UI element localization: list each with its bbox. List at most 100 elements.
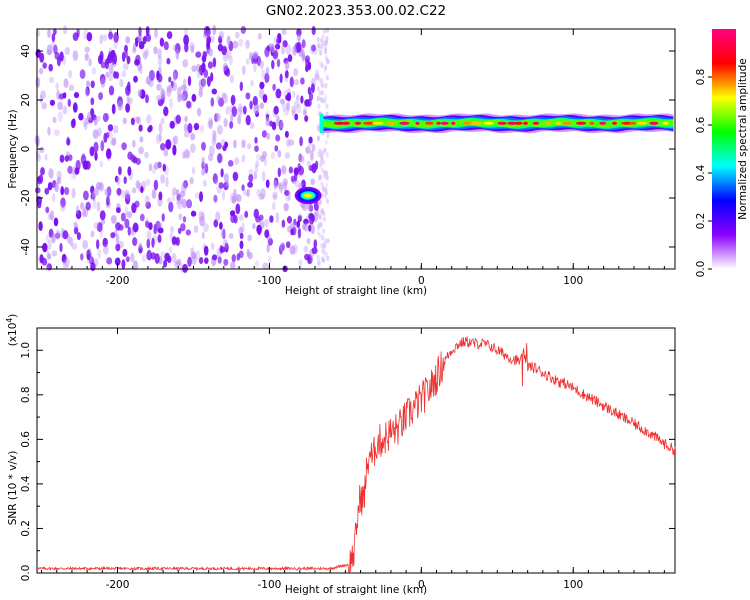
noise-cell — [258, 214, 264, 221]
noise-cell — [137, 34, 143, 44]
noise-cell — [296, 28, 302, 37]
noise-cell — [44, 187, 50, 195]
noise-cell — [73, 221, 78, 229]
noise-cell — [259, 81, 265, 90]
noise-cell — [320, 247, 324, 254]
noise-cell — [285, 241, 291, 249]
signal-band-onset — [319, 113, 324, 134]
noise-cell — [237, 102, 243, 114]
noise-cell — [221, 190, 226, 201]
noise-cell — [292, 90, 296, 99]
noise-cell — [102, 112, 109, 123]
signal-band-peak — [497, 121, 507, 125]
noise-cell — [252, 51, 259, 59]
noise-cell — [59, 154, 65, 163]
noise-cell — [253, 61, 257, 73]
noise-cell — [108, 71, 114, 82]
signal-band-peak — [470, 121, 483, 125]
noise-cell — [144, 151, 149, 159]
noise-cell — [214, 178, 219, 185]
noise-cell — [230, 261, 236, 270]
noise-cell — [108, 64, 114, 74]
noise-cell — [131, 187, 137, 194]
noise-cell — [39, 254, 44, 264]
noise-cell — [317, 103, 321, 110]
noise-cell — [201, 141, 206, 151]
noise-cell — [241, 222, 245, 233]
noise-cell — [279, 242, 285, 251]
noise-cell — [242, 189, 249, 196]
noise-cell — [87, 112, 92, 121]
noise-cell — [206, 29, 210, 39]
noise-cell — [245, 58, 250, 65]
noise-cell — [254, 136, 258, 144]
noise-cell — [102, 34, 108, 42]
noise-cell — [229, 55, 233, 66]
noise-cell — [306, 238, 311, 245]
noise-cell — [121, 259, 126, 270]
noise-cell — [98, 54, 103, 65]
noise-cell — [145, 114, 152, 124]
noise-cell — [325, 102, 329, 109]
noise-cell — [241, 154, 246, 163]
noise-cell — [199, 191, 203, 203]
noise-cell — [187, 75, 192, 87]
noise-cell — [64, 187, 70, 195]
noise-cell — [257, 227, 262, 236]
noise-cell — [59, 51, 64, 62]
noise-cell — [130, 117, 135, 126]
noise-cell — [310, 83, 315, 93]
noise-cell — [325, 198, 329, 204]
noise-cell — [229, 120, 234, 129]
noise-cell — [58, 93, 65, 100]
noise-cell — [215, 112, 221, 122]
noise-cell — [322, 216, 326, 222]
noise-cell — [117, 100, 123, 111]
noise-cell — [102, 244, 109, 255]
snr-y-tick-label: 0.2 — [20, 520, 32, 537]
noise-cell — [63, 78, 69, 88]
noise-cell — [171, 136, 176, 147]
signal-band-peak — [507, 121, 518, 125]
noise-cell — [79, 69, 86, 79]
noise-cell — [211, 135, 217, 146]
noise-cell — [74, 167, 80, 175]
noise-cell — [256, 189, 261, 197]
noise-cell — [223, 141, 229, 149]
noise-cell — [257, 32, 262, 40]
noise-cell — [262, 262, 269, 270]
noise-cell — [85, 201, 91, 211]
noise-cell — [131, 202, 137, 214]
noise-cell — [86, 80, 90, 88]
noise-cell — [158, 221, 163, 229]
noise-cell — [275, 134, 281, 142]
noise-cell — [163, 106, 169, 117]
noise-cell — [324, 139, 329, 145]
noise-cell — [163, 259, 168, 268]
noise-cell — [272, 193, 278, 201]
noise-cell — [35, 77, 41, 88]
noise-cell — [264, 218, 269, 228]
noise-cell — [232, 40, 239, 49]
noise-cell — [245, 115, 251, 126]
noise-cell — [272, 201, 276, 211]
noise-cell — [293, 79, 300, 86]
noise-cell — [280, 121, 284, 129]
noise-cell — [175, 114, 181, 125]
noise-cell — [261, 170, 266, 182]
noise-cell — [231, 195, 237, 204]
noise-cell — [162, 163, 167, 172]
noise-cell — [183, 180, 188, 189]
noise-cell — [309, 44, 315, 55]
noise-cell — [86, 32, 93, 42]
noise-cell — [207, 61, 213, 69]
noise-cell — [126, 211, 133, 218]
noise-cell — [207, 153, 214, 162]
noise-cell — [239, 240, 244, 250]
noise-cell — [59, 242, 63, 253]
noise-cell — [319, 160, 323, 166]
noise-cell — [288, 139, 295, 146]
noise-cell — [266, 45, 271, 52]
noise-cell — [213, 219, 219, 228]
